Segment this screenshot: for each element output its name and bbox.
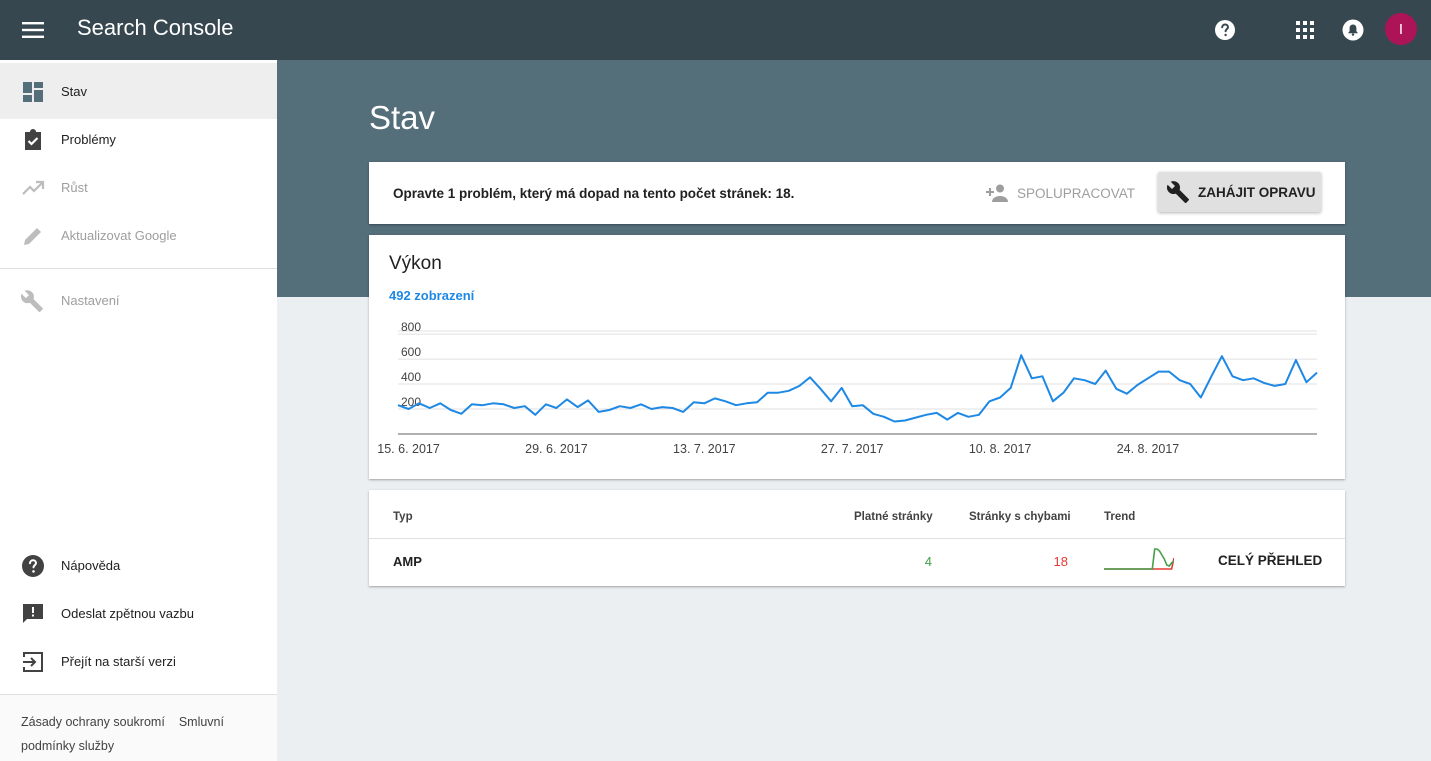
sidebar-item-feedback[interactable]: Odeslat zpětnou vazbu <box>0 585 277 641</box>
start-fix-button[interactable]: ZAHÁJIT OPRAVU <box>1158 172 1321 212</box>
assignment-check-icon <box>25 129 41 150</box>
performance-title[interactable]: Výkon <box>389 253 442 274</box>
full-report-link[interactable]: CELÝ PŘEHLED <box>1218 553 1323 568</box>
x-tick-label: 13. 7. 2017 <box>673 442 736 456</box>
wrench-icon <box>1166 181 1189 203</box>
privacy-link[interactable]: Zásady ochrany soukromí <box>21 715 165 729</box>
sidebar-item-napoveda[interactable]: Nápověda <box>0 537 277 593</box>
sidebar-item-label: Nastavení <box>61 292 120 308</box>
sidebar-item-rust[interactable]: Růst <box>0 159 277 215</box>
row-valid-count: 4 <box>924 554 932 569</box>
sidebar-item-old-version[interactable]: Přejít na starší verzi <box>0 633 277 689</box>
sidebar-footer: Zásady ochrany soukromí Smluvní podmínky … <box>0 694 277 761</box>
sidebar-item-nastaveni[interactable]: Nastavení <box>0 272 277 328</box>
page-title: Stav <box>369 99 436 136</box>
x-tick-label: 27. 7. 2017 <box>821 442 884 456</box>
performance-card: Výkon 492 zobrazení 200 400 600 800 15. 6. 2… <box>369 235 1345 479</box>
person-add-icon <box>986 184 1008 202</box>
row-errors-count: 18 <box>1053 554 1068 569</box>
collaborate-label: SPOLUPRACOVAT <box>1017 185 1136 201</box>
trend-valid-line <box>1104 548 1174 570</box>
y-tick-label: 400 <box>401 370 421 384</box>
dashboard-icon <box>23 82 43 102</box>
app-title[interactable]: Search Console <box>77 15 234 40</box>
sidebar: Stav Problémy Růst Aktualizovat Google N… <box>0 60 277 761</box>
x-tick-label: 24. 8. 2017 <box>1117 442 1180 456</box>
sidebar-item-label: Stav <box>61 83 88 99</box>
column-header-type: Typ <box>393 511 413 523</box>
feedback-icon <box>23 604 43 623</box>
sidebar-item-label: Odeslat zpětnou vazbu <box>61 605 194 621</box>
sidebar-item-problemy[interactable]: Problémy <box>0 111 277 167</box>
sidebar-item-label: Růst <box>61 179 88 195</box>
notifications-icon[interactable] <box>1339 16 1367 44</box>
row-type-cell[interactable]: AMP <box>393 554 422 569</box>
impressions-series-line <box>397 354 1318 423</box>
column-header-errors: Stránky s chybami <box>969 511 1071 523</box>
enhancements-table: Typ Platné stránky Stránky s chybami Tre… <box>369 490 1345 586</box>
issue-text: Opravte 1 problém, který má dopad na ten… <box>393 186 795 201</box>
column-header-trend: Trend <box>1104 511 1136 523</box>
sidebar-item-stav[interactable]: Stav <box>0 63 277 119</box>
sidebar-item-label: Přejít na starší verzi <box>61 653 176 669</box>
sidebar-item-label: Nápověda <box>61 557 121 573</box>
trend-sparkline <box>1104 548 1174 570</box>
sidebar-item-label: Aktualizovat Google <box>61 227 177 243</box>
trend-errors-line <box>1104 557 1174 570</box>
terms-link[interactable]: Smluvní podmínky služby <box>21 715 224 753</box>
y-tick-label: 600 <box>401 345 421 359</box>
y-tick-label: 800 <box>401 320 421 334</box>
pencil-icon <box>24 228 41 245</box>
sidebar-divider <box>0 268 277 269</box>
column-header-valid: Platné stránky <box>854 511 933 523</box>
issue-banner-card: Opravte 1 problém, který má dopad na ten… <box>369 162 1345 224</box>
apps-grid-icon[interactable] <box>1291 16 1319 44</box>
trending-up-icon <box>22 180 45 195</box>
help-circle-icon <box>22 555 44 577</box>
performance-metric: 492 zobrazení <box>389 288 475 303</box>
x-tick-label: 10. 8. 2017 <box>969 442 1032 456</box>
sidebar-item-label: Problémy <box>61 131 116 147</box>
exit-to-app-icon <box>23 652 43 672</box>
row-divider <box>369 538 1345 539</box>
start-fix-label: ZAHÁJIT OPRAVU <box>1198 184 1316 200</box>
sidebar-item-aktualizovat-google[interactable]: Aktualizovat Google <box>0 207 277 263</box>
help-icon[interactable] <box>1211 16 1239 44</box>
top-app-bar: Search Console I <box>0 0 1431 60</box>
menu-icon[interactable] <box>22 19 44 41</box>
collaborate-button[interactable]: SPOLUPRACOVAT <box>985 180 1135 206</box>
wrench-icon <box>21 290 43 312</box>
x-tick-label: 29. 6. 2017 <box>525 442 588 456</box>
x-tick-label: 15. 6. 2017 <box>377 442 440 456</box>
avatar[interactable]: I <box>1385 13 1417 45</box>
